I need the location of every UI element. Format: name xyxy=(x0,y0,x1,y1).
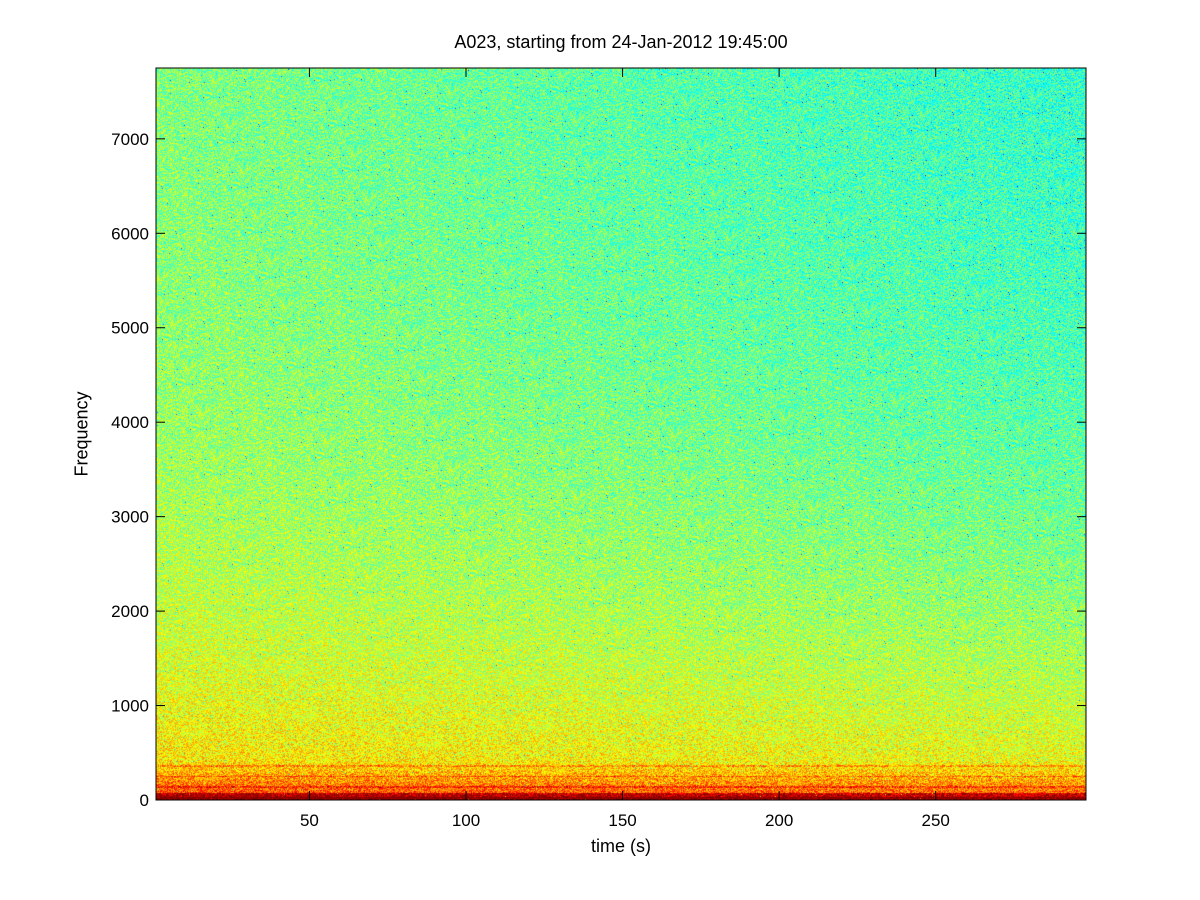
y-tick-label: 5000 xyxy=(111,319,149,338)
y-tick-label: 1000 xyxy=(111,697,149,716)
x-tick-label: 250 xyxy=(922,811,950,830)
y-tick-label: 6000 xyxy=(111,224,149,243)
x-tick-label: 150 xyxy=(608,811,636,830)
chart-title: A023, starting from 24-Jan-2012 19:45:00 xyxy=(454,32,788,52)
x-axis-label: time (s) xyxy=(591,836,651,856)
plot-frame xyxy=(155,67,1087,801)
spectrogram-image xyxy=(156,68,1086,800)
y-tick-label: 3000 xyxy=(111,508,149,527)
y-tick-label: 4000 xyxy=(111,413,149,432)
y-tick-label: 7000 xyxy=(111,130,149,149)
y-axis-label: Frequency xyxy=(71,391,92,477)
x-tick-label: 100 xyxy=(452,811,480,830)
x-tick-label: 50 xyxy=(300,811,319,830)
y-tick-label: 0 xyxy=(140,791,149,810)
x-tick-label: 200 xyxy=(765,811,793,830)
spectrogram-plot-area xyxy=(156,68,1086,800)
y-tick-label: 2000 xyxy=(111,602,149,621)
